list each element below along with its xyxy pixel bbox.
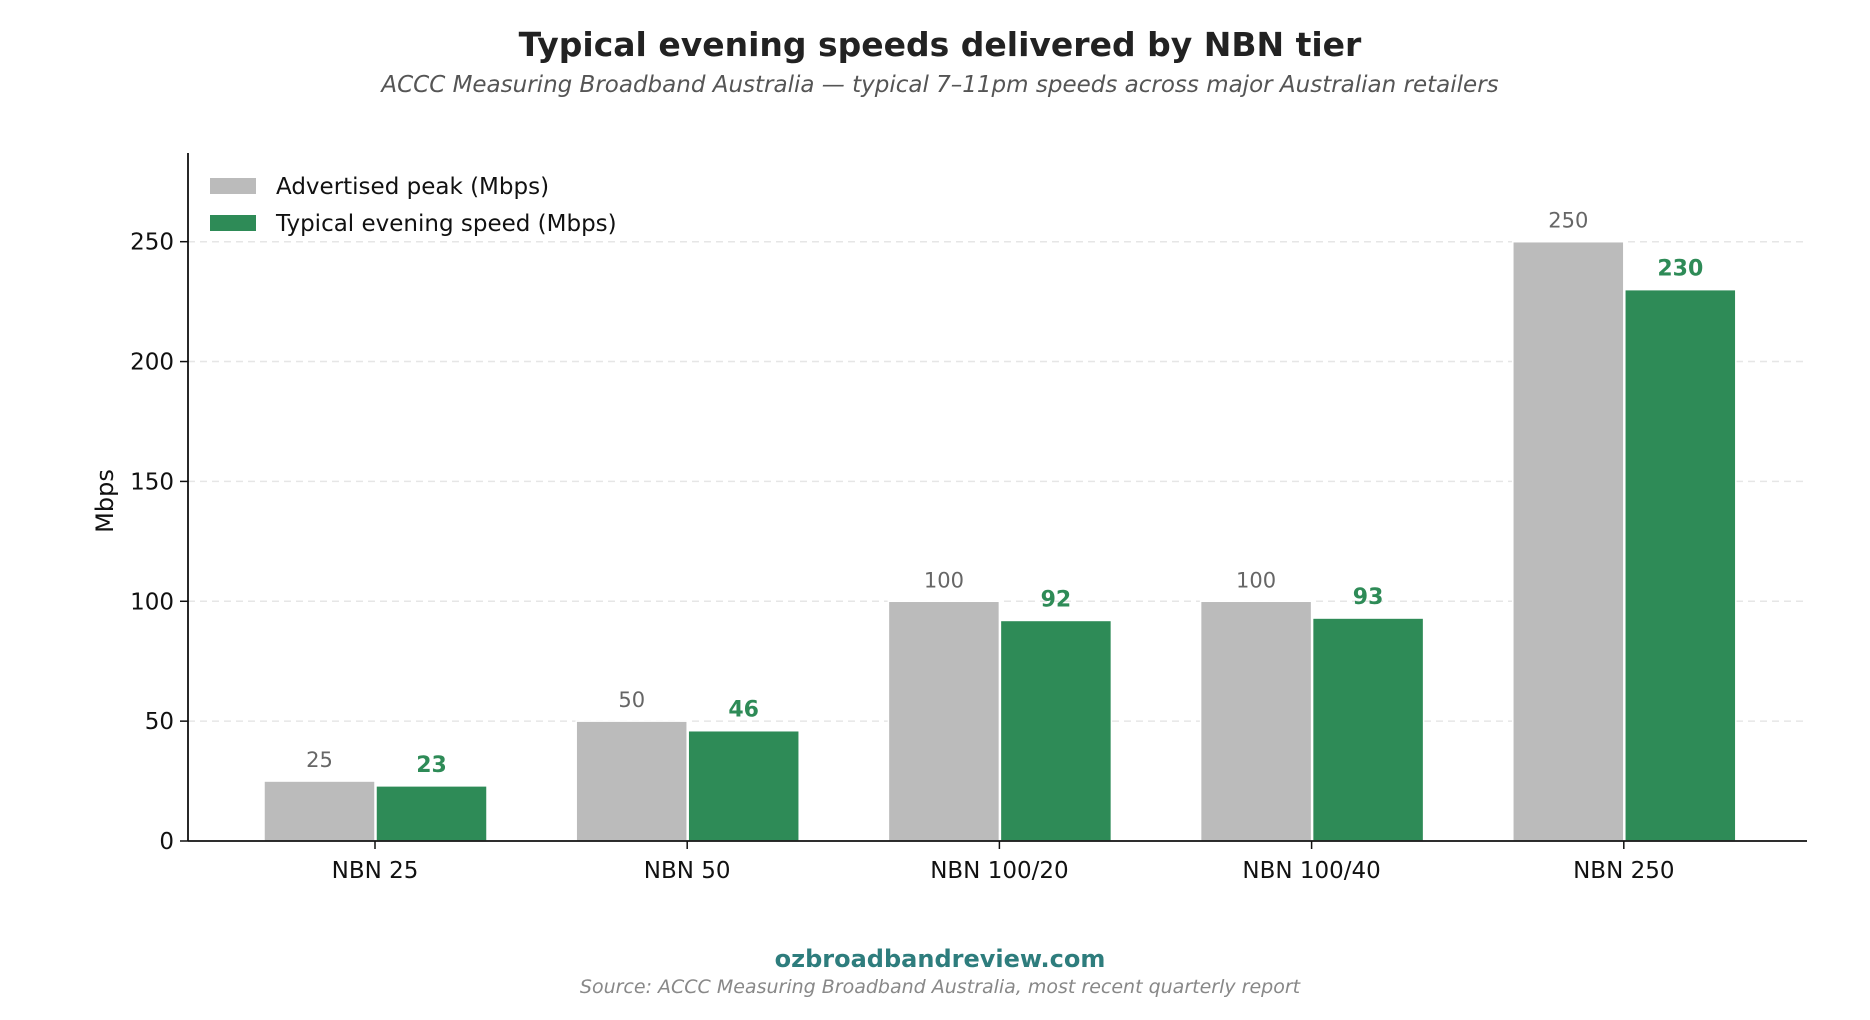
data-label-typical: 92 [1041, 587, 1072, 612]
bar-advertised [1512, 240, 1625, 842]
data-label-typical: 230 [1657, 257, 1703, 282]
data-label-advertised: 50 [618, 688, 645, 712]
y-tick-label: 100 [130, 589, 174, 615]
data-label-typical: 93 [1353, 585, 1384, 610]
legend-swatch [210, 215, 256, 231]
bar-advertised [887, 600, 1001, 842]
chart-subtitle: ACCC Measuring Broadband Australia — typ… [379, 72, 1498, 98]
x-tick-label: NBN 25 [332, 858, 419, 884]
y-tick-label: 200 [130, 350, 174, 376]
legend-swatch [210, 178, 256, 194]
data-label-advertised: 250 [1548, 209, 1588, 233]
footer-source: Source: ACCC Measuring Broadband Austral… [580, 976, 1302, 998]
x-tick-label: NBN 50 [644, 858, 731, 884]
data-label-advertised: 100 [1236, 568, 1276, 592]
legend-label: Typical evening speed (Mbps) [275, 211, 617, 237]
bar-typical [1311, 617, 1425, 842]
data-label-typical: 46 [728, 698, 759, 723]
y-tick-label: 150 [130, 469, 174, 495]
x-tick-label: NBN 100/20 [930, 858, 1068, 884]
bar-advertised [263, 780, 376, 842]
bar-typical [1624, 288, 1737, 842]
data-label-advertised: 25 [306, 748, 333, 772]
y-tick-label: 0 [159, 829, 174, 855]
bar-typical [999, 619, 1113, 842]
x-tick-label: NBN 250 [1573, 858, 1674, 884]
chart-title: Typical evening speeds delivered by NBN … [519, 25, 1362, 64]
bars: 25 23 50 46 100 92 100 93 250 230 [263, 209, 1737, 842]
data-label-advertised: 100 [924, 568, 964, 592]
legend-label: Advertised peak (Mbps) [276, 174, 549, 200]
x-tick-label: NBN 100/40 [1242, 858, 1380, 884]
footer-site: ozbroadbandreview.com [775, 945, 1106, 973]
bar-typical [375, 785, 488, 842]
bar-advertised [575, 720, 688, 842]
axes: 0 50 100 150 200 250 NBN 25 NBN 50 NBN 100/20 NBN… [130, 153, 1807, 884]
y-tick-label: 250 [130, 230, 174, 256]
bar-advertised [1199, 600, 1313, 842]
y-tick-label: 50 [145, 709, 174, 735]
data-label-typical: 23 [416, 753, 447, 778]
bar-typical [687, 729, 800, 842]
y-axis-label: Mbps [91, 469, 119, 533]
legend: Advertised peak (Mbps) Typical evening sp… [210, 174, 617, 237]
